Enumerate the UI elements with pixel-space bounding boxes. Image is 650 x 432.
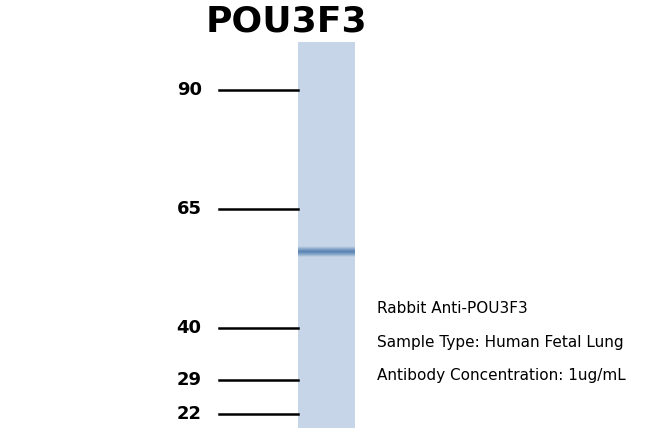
Text: Antibody Concentration: 1ug/mL: Antibody Concentration: 1ug/mL xyxy=(376,368,625,383)
Text: Sample Type: Human Fetal Lung: Sample Type: Human Fetal Lung xyxy=(376,335,623,349)
Text: 29: 29 xyxy=(177,371,202,389)
Text: 90: 90 xyxy=(177,81,202,99)
Title: POU3F3: POU3F3 xyxy=(205,4,367,38)
Text: Rabbit Anti-POU3F3: Rabbit Anti-POU3F3 xyxy=(376,302,527,316)
Text: 22: 22 xyxy=(177,404,202,422)
Text: 65: 65 xyxy=(177,200,202,218)
Text: 40: 40 xyxy=(177,319,202,337)
